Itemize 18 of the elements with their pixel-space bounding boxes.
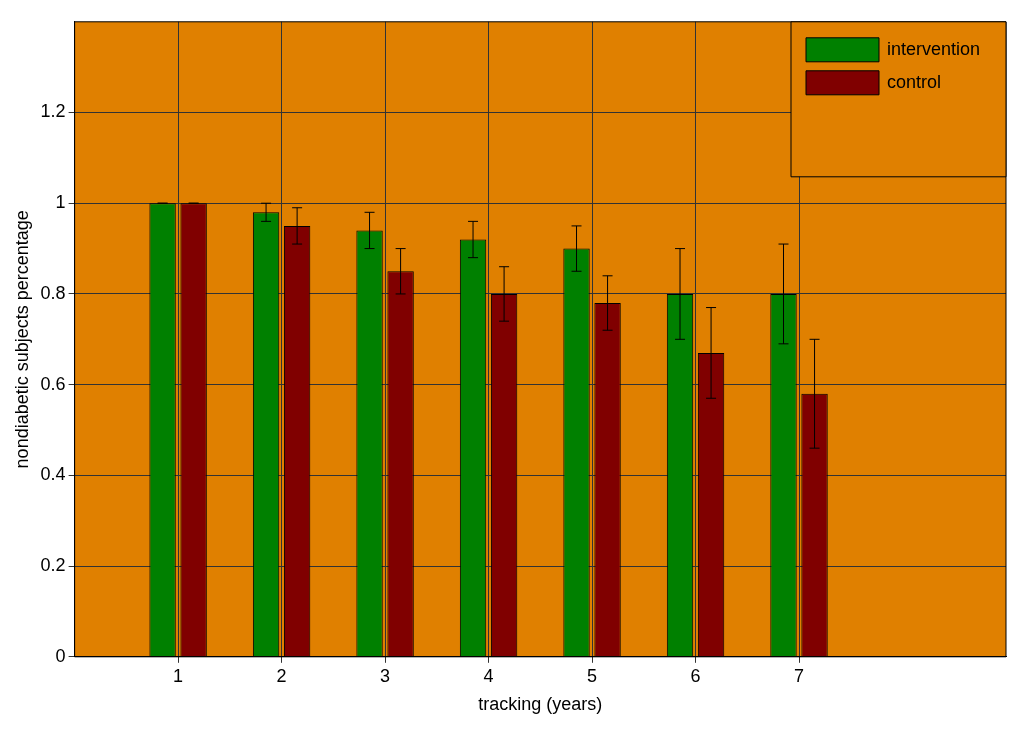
y-tick-label: 0.6 <box>40 373 66 394</box>
legend-label: control <box>887 71 942 92</box>
legend-label: intervention <box>887 38 981 59</box>
y-axis-title: nondiabetic subjects percentage <box>11 210 32 469</box>
y-tick-label: 1.2 <box>40 101 66 122</box>
x-tick-label: 4 <box>483 665 494 686</box>
x-tick-label: 5 <box>587 665 598 686</box>
x-tick-label: 1 <box>173 665 184 686</box>
y-tick-label: 0.8 <box>40 282 66 303</box>
y-tick-label: 0.4 <box>40 464 66 485</box>
y-tick-label: 1 <box>55 192 66 213</box>
y-tick-label: 0 <box>55 645 66 666</box>
x-tick-label: 3 <box>380 665 391 686</box>
x-tick-label: 7 <box>794 665 805 686</box>
y-tick-label: 0.2 <box>40 555 66 576</box>
x-tick-label: 6 <box>690 665 701 686</box>
x-axis-title: tracking (years) <box>478 694 603 715</box>
x-tick-label: 2 <box>276 665 287 686</box>
